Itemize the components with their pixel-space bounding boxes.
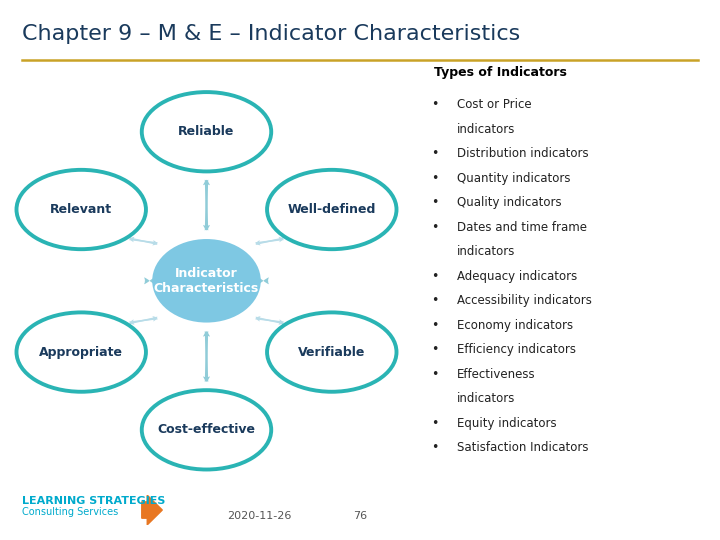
Text: Indicator
Characteristics: Indicator Characteristics: [154, 267, 259, 295]
Text: Adequacy indicators: Adequacy indicators: [456, 269, 577, 282]
Ellipse shape: [267, 313, 397, 392]
Ellipse shape: [267, 170, 397, 249]
Text: Satisfaction Indicators: Satisfaction Indicators: [456, 441, 588, 454]
Text: Cost or Price: Cost or Price: [456, 98, 531, 111]
Text: indicators: indicators: [456, 123, 516, 136]
Ellipse shape: [142, 92, 271, 171]
Text: •: •: [431, 98, 438, 111]
Text: Efficiency indicators: Efficiency indicators: [456, 343, 576, 356]
Ellipse shape: [142, 390, 271, 469]
Text: •: •: [431, 196, 438, 209]
Text: Accessibility indicators: Accessibility indicators: [456, 294, 592, 307]
FancyArrow shape: [142, 495, 162, 525]
Text: Cost-effective: Cost-effective: [158, 423, 256, 436]
Text: Reliable: Reliable: [179, 125, 235, 138]
Ellipse shape: [152, 239, 261, 322]
Text: Equity indicators: Equity indicators: [456, 417, 557, 430]
Text: •: •: [431, 319, 438, 332]
Text: Types of Indicators: Types of Indicators: [434, 66, 567, 79]
Text: 2020-11-26: 2020-11-26: [227, 511, 292, 521]
Text: Quantity indicators: Quantity indicators: [456, 172, 570, 185]
Text: indicators: indicators: [456, 392, 516, 405]
Text: •: •: [431, 368, 438, 381]
Text: Effectiveness: Effectiveness: [456, 368, 536, 381]
Ellipse shape: [17, 170, 146, 249]
Text: •: •: [431, 343, 438, 356]
Text: Verifiable: Verifiable: [298, 346, 366, 359]
Text: Dates and time frame: Dates and time frame: [456, 221, 587, 234]
Text: •: •: [431, 294, 438, 307]
Text: •: •: [431, 221, 438, 234]
Ellipse shape: [17, 313, 146, 392]
Text: Distribution indicators: Distribution indicators: [456, 147, 588, 160]
Text: Well-defined: Well-defined: [287, 203, 376, 216]
Text: •: •: [431, 147, 438, 160]
Text: •: •: [431, 417, 438, 430]
Text: 76: 76: [353, 511, 367, 521]
Text: Chapter 9 – M & E – Indicator Characteristics: Chapter 9 – M & E – Indicator Characteri…: [22, 24, 520, 44]
Text: indicators: indicators: [456, 245, 516, 258]
Text: Relevant: Relevant: [50, 203, 112, 216]
Text: Appropriate: Appropriate: [39, 346, 123, 359]
Text: Quality indicators: Quality indicators: [456, 196, 562, 209]
Text: •: •: [431, 172, 438, 185]
Text: •: •: [431, 441, 438, 454]
Text: •: •: [431, 269, 438, 282]
Text: LEARNING STRATEGIES: LEARNING STRATEGIES: [22, 496, 165, 506]
Text: Consulting Services: Consulting Services: [22, 507, 118, 517]
Text: Economy indicators: Economy indicators: [456, 319, 573, 332]
